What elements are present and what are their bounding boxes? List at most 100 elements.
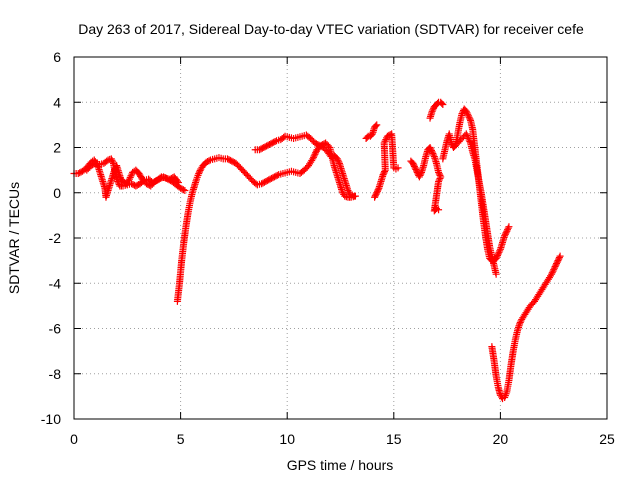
data-point <box>374 186 382 194</box>
data-point <box>195 168 203 176</box>
data-point <box>552 261 560 269</box>
data-point <box>427 145 435 153</box>
data-point <box>109 158 117 166</box>
data-point <box>410 162 418 170</box>
data-point <box>464 110 472 118</box>
data-point <box>114 179 122 187</box>
data-point <box>174 179 182 187</box>
data-point <box>548 270 556 278</box>
data-point <box>126 173 134 181</box>
y-tick-label: -10 <box>41 411 61 427</box>
data-point <box>554 257 562 265</box>
data-point <box>380 169 388 177</box>
data-point <box>335 158 343 166</box>
x-axis-tick-labels: 0 5 10 15 20 25 <box>70 431 615 447</box>
data-point <box>309 153 317 161</box>
data-point <box>435 206 443 214</box>
data-point <box>428 148 436 156</box>
data-point <box>553 260 561 268</box>
data-point <box>107 155 115 163</box>
y-tick-label: 4 <box>53 94 61 110</box>
data-point <box>465 113 473 121</box>
data-point <box>494 251 502 259</box>
data-point <box>427 147 435 155</box>
data-point <box>310 152 318 160</box>
data-point <box>465 136 473 144</box>
data-point <box>439 101 447 109</box>
x-tick-label: 10 <box>279 431 295 447</box>
data-point <box>381 137 389 145</box>
y-axis-label: SDTVAR / TECUs <box>6 182 22 294</box>
data-point <box>173 177 181 185</box>
axis-ticks <box>73 56 608 420</box>
x-tick-label: 20 <box>493 431 509 447</box>
data-point <box>436 174 444 182</box>
data-point <box>103 157 111 165</box>
data-point <box>551 263 559 271</box>
data-point <box>501 232 509 240</box>
data-point <box>411 164 419 172</box>
y-axis-tick-labels: -10 -8 -6 -4 -2 0 2 4 6 <box>41 49 61 427</box>
data-point <box>451 142 459 150</box>
data-point <box>504 226 512 234</box>
data-point <box>371 192 379 200</box>
data-point <box>380 139 388 147</box>
data-point <box>430 151 438 159</box>
data-point <box>127 172 135 180</box>
y-tick-label: -2 <box>49 230 62 246</box>
data-point <box>549 267 557 275</box>
data-point <box>311 150 319 158</box>
data-point <box>503 227 511 235</box>
data-point <box>333 155 341 163</box>
data-point <box>114 177 122 185</box>
data-point <box>372 122 380 130</box>
data-point <box>555 254 563 262</box>
data-point <box>464 134 472 142</box>
data-point <box>373 121 381 129</box>
data-point <box>463 109 471 117</box>
data-point <box>371 193 379 201</box>
data-point <box>363 133 371 141</box>
data-point <box>492 270 500 278</box>
x-tick-label: 0 <box>70 431 78 447</box>
data-point <box>466 115 474 123</box>
data-point <box>438 99 446 107</box>
data-point <box>312 149 320 157</box>
data-point <box>556 252 564 260</box>
x-tick-label: 15 <box>386 431 402 447</box>
y-tick-label: -8 <box>49 366 62 382</box>
data-point <box>463 131 471 139</box>
data-point <box>435 170 443 178</box>
data-point <box>553 258 561 266</box>
data-point <box>416 171 424 179</box>
data-point <box>505 223 513 231</box>
chart-title: Day 263 of 2017, Sidereal Day-to-day VTE… <box>78 21 584 37</box>
data-point <box>458 110 466 118</box>
data-point <box>179 186 187 194</box>
data-point <box>435 168 443 176</box>
data-point <box>205 157 213 165</box>
y-tick-label: -6 <box>49 321 62 337</box>
data-point <box>410 161 418 169</box>
data-points <box>70 98 564 403</box>
data-point <box>464 133 472 141</box>
data-point <box>426 144 434 151</box>
grid-lines <box>74 57 607 419</box>
data-point <box>429 106 437 114</box>
data-point <box>437 173 445 181</box>
plot-frame <box>73 56 608 420</box>
data-point <box>139 177 147 185</box>
data-point <box>108 156 116 164</box>
data-point <box>417 170 425 178</box>
data-point <box>494 250 502 258</box>
data-point <box>502 229 510 237</box>
data-point <box>501 230 509 238</box>
data-point <box>412 165 420 173</box>
y-tick-label: 2 <box>53 140 61 156</box>
data-point <box>372 190 380 198</box>
data-point <box>309 155 317 163</box>
data-point <box>334 156 342 164</box>
data-point <box>462 107 470 115</box>
data-point <box>516 318 524 326</box>
